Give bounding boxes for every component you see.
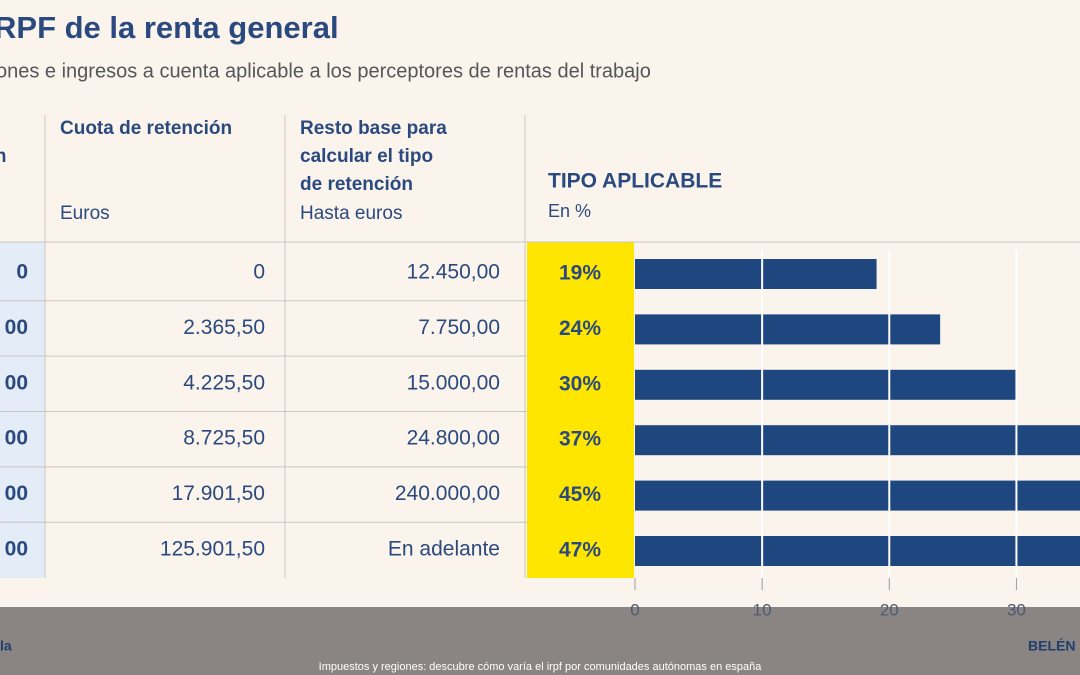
table-cell: 00 — [5, 482, 28, 505]
subtitle: ones e ingresos a cuenta aplicable a los… — [0, 60, 651, 82]
column-header: de retención — [300, 174, 413, 195]
table-cell: En adelante — [388, 538, 500, 561]
rate-label: 47% — [559, 539, 601, 562]
table-cell: 00 — [5, 316, 28, 339]
bar — [635, 536, 1080, 566]
bar — [635, 369, 1017, 400]
column-header: ión — [0, 146, 7, 167]
table-cell: 2.365,50 — [183, 316, 265, 339]
footer-right: BELÉN — [1028, 638, 1075, 654]
table-cell: 00 — [5, 427, 28, 450]
table-cell: 0 — [16, 261, 28, 284]
title: RPF de la renta general — [0, 10, 339, 45]
table-cell: 125.901,50 — [160, 538, 265, 561]
table-cell: 7.750,00 — [418, 316, 500, 339]
bar — [635, 314, 941, 345]
footer-band — [0, 607, 1080, 675]
table-cell: 4.225,50 — [183, 371, 265, 394]
table-cell: 0 — [253, 261, 265, 284]
table-cell: 24.800,00 — [407, 427, 500, 450]
bar — [635, 480, 1080, 511]
caption: Impuestos y regiones: descubre cómo varí… — [319, 661, 763, 673]
rate-label: 37% — [559, 428, 601, 451]
table-cell: 8.725,50 — [183, 427, 265, 450]
rate-label: 24% — [559, 317, 601, 340]
x-tick-label: 30 — [1007, 600, 1026, 619]
x-tick-label: 0 — [630, 600, 639, 619]
rate-label: 19% — [559, 262, 601, 285]
column-header: Resto base para — [300, 118, 447, 139]
column-unit: Euros — [60, 203, 110, 224]
bar — [635, 425, 1080, 456]
column-header: calcular el tipo — [300, 146, 433, 167]
chart-title: TIPO APLICABLE — [548, 170, 722, 193]
rate-label: 30% — [559, 372, 601, 395]
table-cell: 240.000,00 — [395, 482, 500, 505]
table-cell: 15.000,00 — [407, 371, 500, 394]
rate-column-shade — [527, 242, 634, 578]
chart-subtitle: En % — [548, 201, 591, 221]
table-cell: 17.901,50 — [172, 482, 265, 505]
x-tick-label: 10 — [753, 600, 772, 619]
table-cell: 00 — [5, 371, 28, 394]
table-cell: 12.450,00 — [407, 261, 500, 284]
rate-label: 45% — [559, 483, 601, 506]
footer-left: la — [0, 638, 12, 654]
bar — [635, 259, 877, 289]
x-tick-label: 20 — [880, 600, 899, 619]
table-cell: 00 — [5, 538, 28, 561]
column-header: Cuota de retención — [60, 118, 232, 139]
column-unit: Hasta euros — [300, 203, 402, 224]
first-column-shade — [0, 242, 45, 578]
